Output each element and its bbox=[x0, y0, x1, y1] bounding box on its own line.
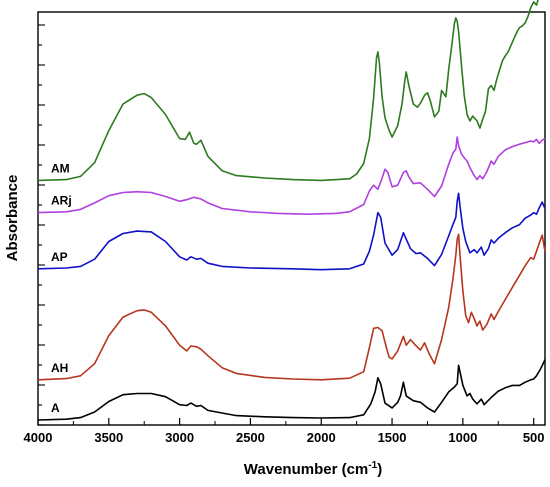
series-label-arj: ARj bbox=[51, 194, 72, 208]
x-tick-label: 500 bbox=[523, 430, 545, 445]
x-tick-label: 3000 bbox=[165, 430, 194, 445]
series-lines bbox=[37, 0, 546, 421]
series-label-ah: AH bbox=[51, 361, 68, 375]
x-axis-tick-labels: 4000 3500 3000 2500 2000 1500 1000 500 bbox=[24, 430, 545, 445]
x-tick-label: 2000 bbox=[307, 430, 336, 445]
x-tick-label: 1000 bbox=[448, 430, 477, 445]
x-axis-ticks bbox=[37, 418, 535, 425]
series-label-a: A bbox=[51, 401, 60, 415]
series-label-am: AM bbox=[51, 161, 70, 175]
series-labels: A AH AP ARj AM bbox=[51, 161, 72, 415]
x-axis-title-sup: -1 bbox=[368, 460, 377, 471]
series-line-arj bbox=[37, 136, 546, 215]
x-tick-label: 3500 bbox=[94, 430, 123, 445]
x-axis-title-main: Wavenumber (cm bbox=[244, 461, 368, 478]
plot-frame bbox=[37, 11, 546, 426]
series-line-ap bbox=[37, 192, 546, 271]
series-label-ap: AP bbox=[51, 250, 68, 264]
x-axis-title-close: ) bbox=[377, 461, 382, 478]
series-line-a bbox=[37, 359, 546, 421]
x-axis-title: Wavenumber (cm-1) bbox=[244, 460, 382, 478]
x-tick-label: 4000 bbox=[24, 430, 53, 445]
x-tick-label: 1500 bbox=[378, 430, 407, 445]
series-line-am bbox=[37, 0, 539, 182]
y-axis-title: Absorbance bbox=[4, 175, 21, 262]
y-axis-ticks bbox=[38, 24, 45, 426]
x-tick-label: 2500 bbox=[236, 430, 265, 445]
series-line-ah bbox=[37, 233, 546, 381]
plot-area-border bbox=[37, 11, 546, 426]
